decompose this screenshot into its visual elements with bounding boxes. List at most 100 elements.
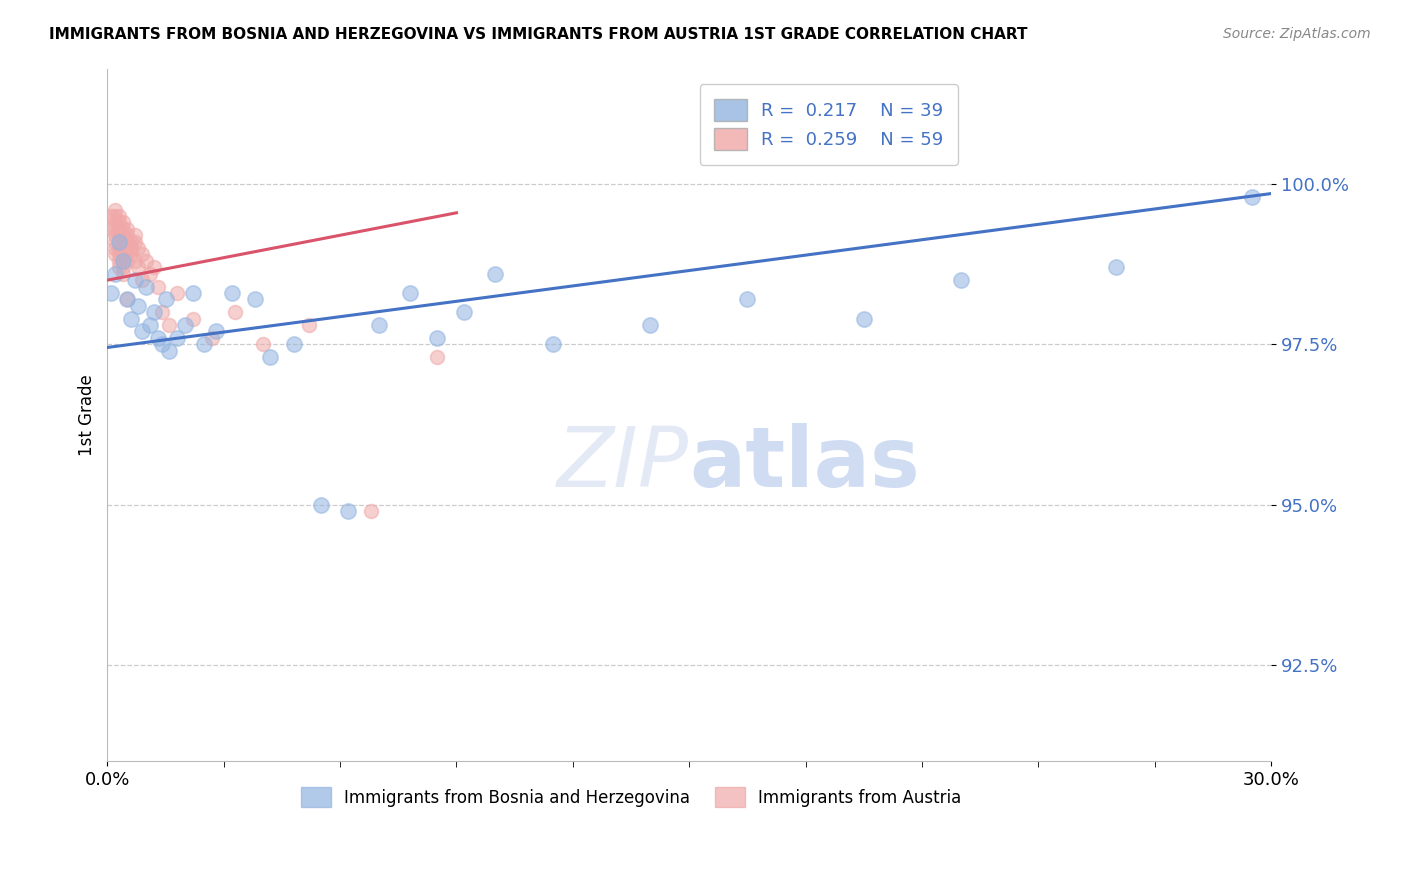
- Point: [181, 285, 204, 300]
- Point: [111, 235, 134, 249]
- Point: [120, 311, 142, 326]
- Point: [100, 209, 122, 223]
- Point: [124, 273, 146, 287]
- Point: [142, 260, 165, 275]
- Point: [124, 235, 146, 249]
- Point: [104, 228, 127, 243]
- Point: [104, 247, 127, 261]
- Point: [1105, 260, 1128, 275]
- Point: [360, 504, 382, 518]
- Point: [104, 209, 127, 223]
- Point: [104, 222, 127, 236]
- Point: [224, 305, 246, 319]
- Point: [259, 350, 281, 364]
- Point: [108, 209, 131, 223]
- Point: [104, 215, 127, 229]
- Point: [852, 311, 875, 326]
- Point: [108, 235, 131, 249]
- Point: [108, 215, 131, 229]
- Point: [111, 253, 134, 268]
- Point: [120, 235, 142, 249]
- Point: [146, 279, 169, 293]
- Point: [159, 343, 181, 358]
- Point: [100, 222, 122, 236]
- Point: [111, 228, 134, 243]
- Point: [146, 331, 169, 345]
- Point: [131, 247, 153, 261]
- Point: [115, 222, 138, 236]
- Point: [120, 247, 142, 261]
- Point: [111, 253, 134, 268]
- Point: [100, 285, 122, 300]
- Point: [120, 241, 142, 255]
- Point: [131, 325, 153, 339]
- Point: [142, 305, 165, 319]
- Point: [111, 247, 134, 261]
- Point: [115, 247, 138, 261]
- Legend: Immigrants from Bosnia and Herzegovina, Immigrants from Austria: Immigrants from Bosnia and Herzegovina, …: [292, 779, 970, 815]
- Point: [104, 235, 127, 249]
- Point: [453, 305, 475, 319]
- Point: [111, 215, 134, 229]
- Point: [139, 318, 162, 332]
- Point: [111, 241, 134, 255]
- Point: [115, 293, 138, 307]
- Point: [104, 202, 127, 217]
- Point: [336, 504, 359, 518]
- Point: [1240, 190, 1263, 204]
- Point: [181, 311, 204, 326]
- Point: [135, 279, 157, 293]
- Point: [166, 285, 188, 300]
- Point: [111, 267, 134, 281]
- Point: [135, 253, 157, 268]
- Text: atlas: atlas: [689, 423, 920, 504]
- Point: [108, 228, 131, 243]
- Point: [127, 260, 149, 275]
- Point: [949, 273, 972, 287]
- Point: [127, 299, 149, 313]
- Point: [367, 318, 389, 332]
- Point: [127, 241, 149, 255]
- Point: [108, 241, 131, 255]
- Point: [124, 228, 146, 243]
- Point: [283, 337, 305, 351]
- Point: [139, 267, 162, 281]
- Point: [205, 325, 228, 339]
- Point: [108, 260, 131, 275]
- Point: [640, 318, 662, 332]
- Text: IMMIGRANTS FROM BOSNIA AND HERZEGOVINA VS IMMIGRANTS FROM AUSTRIA 1ST GRADE CORR: IMMIGRANTS FROM BOSNIA AND HERZEGOVINA V…: [49, 27, 1028, 42]
- Point: [115, 235, 138, 249]
- Point: [484, 267, 506, 281]
- Point: [543, 337, 565, 351]
- Point: [309, 498, 332, 512]
- Text: ZIP: ZIP: [557, 423, 689, 504]
- Text: Source: ZipAtlas.com: Source: ZipAtlas.com: [1223, 27, 1371, 41]
- Point: [166, 331, 188, 345]
- Point: [108, 222, 131, 236]
- Point: [201, 331, 224, 345]
- Point: [108, 235, 131, 249]
- Point: [252, 337, 274, 351]
- Point: [150, 305, 173, 319]
- Point: [104, 241, 127, 255]
- Point: [150, 337, 173, 351]
- Point: [108, 247, 131, 261]
- Point: [124, 253, 146, 268]
- Point: [193, 337, 215, 351]
- Point: [159, 318, 181, 332]
- Point: [426, 331, 449, 345]
- Point: [399, 285, 422, 300]
- Point: [243, 293, 266, 307]
- Point: [104, 267, 127, 281]
- Point: [426, 350, 449, 364]
- Point: [737, 293, 759, 307]
- Point: [108, 253, 131, 268]
- Point: [115, 253, 138, 268]
- Point: [111, 260, 134, 275]
- Point: [155, 293, 177, 307]
- Point: [115, 293, 138, 307]
- Point: [174, 318, 197, 332]
- Point: [131, 273, 153, 287]
- Y-axis label: 1st Grade: 1st Grade: [79, 374, 96, 456]
- Point: [115, 228, 138, 243]
